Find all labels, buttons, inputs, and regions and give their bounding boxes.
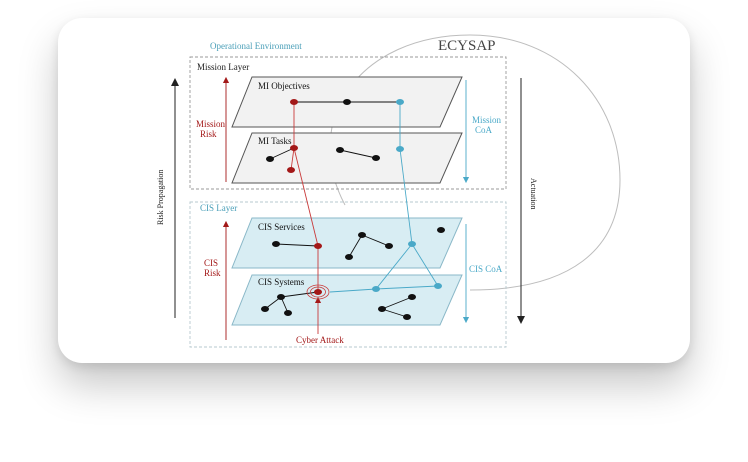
node <box>272 241 280 247</box>
cis-layer-box <box>189 201 507 348</box>
node <box>372 155 380 161</box>
coa-node <box>396 99 404 105</box>
cis-layer-label: CIS Layer <box>200 203 237 213</box>
cis-risk-label-1: CIS <box>204 258 218 268</box>
node <box>378 306 386 312</box>
cis-coa-label: CIS CoA <box>469 264 503 274</box>
coa-path <box>329 102 439 293</box>
coa-node <box>372 286 380 292</box>
node <box>261 306 269 312</box>
coa-nodes <box>372 99 442 292</box>
attacked-node <box>306 284 330 300</box>
risk-node <box>287 167 295 173</box>
plane-label-mi-tasks: MI Tasks <box>258 136 292 146</box>
node <box>336 147 344 153</box>
plane-label-mi-objectives: MI Objectives <box>258 81 310 91</box>
risk-node <box>290 145 298 151</box>
plane-cis-services <box>231 217 463 269</box>
node <box>385 243 393 249</box>
node <box>437 227 445 233</box>
mission-layer-box <box>189 56 507 190</box>
node <box>345 254 353 260</box>
risk-path <box>290 102 319 292</box>
operational-environment-label: Operational Environment <box>210 41 302 51</box>
risk-node <box>290 99 298 105</box>
coa-node <box>408 241 416 247</box>
coa-node <box>434 283 442 289</box>
node <box>277 294 285 300</box>
mission-coa-label-2: CoA <box>475 125 493 135</box>
node <box>266 156 274 162</box>
cis-risk-label-2: Risk <box>204 268 221 278</box>
node <box>408 294 416 300</box>
coa-node <box>396 146 404 152</box>
mission-coa-label-1: Mission <box>472 115 502 125</box>
node <box>403 314 411 320</box>
graph-nodes <box>261 99 445 320</box>
node <box>284 310 292 316</box>
risk-nodes <box>287 99 322 249</box>
node <box>358 232 366 238</box>
risk-propagation-label: Risk Propagation <box>156 170 165 225</box>
actuation-label: Actuation <box>529 178 538 210</box>
mission-risk-label-2: Risk <box>200 129 217 139</box>
plane-label-cis-systems: CIS Systems <box>258 277 305 287</box>
mission-risk-label-1: Mission <box>196 119 226 129</box>
cyber-attack-label: Cyber Attack <box>296 335 344 345</box>
node <box>343 99 351 105</box>
risk-node <box>314 243 322 249</box>
plane-label-cis-services: CIS Services <box>258 222 305 232</box>
mission-layer-label: Mission Layer <box>197 62 249 72</box>
ecysap-title: ECYSAP <box>438 38 496 54</box>
